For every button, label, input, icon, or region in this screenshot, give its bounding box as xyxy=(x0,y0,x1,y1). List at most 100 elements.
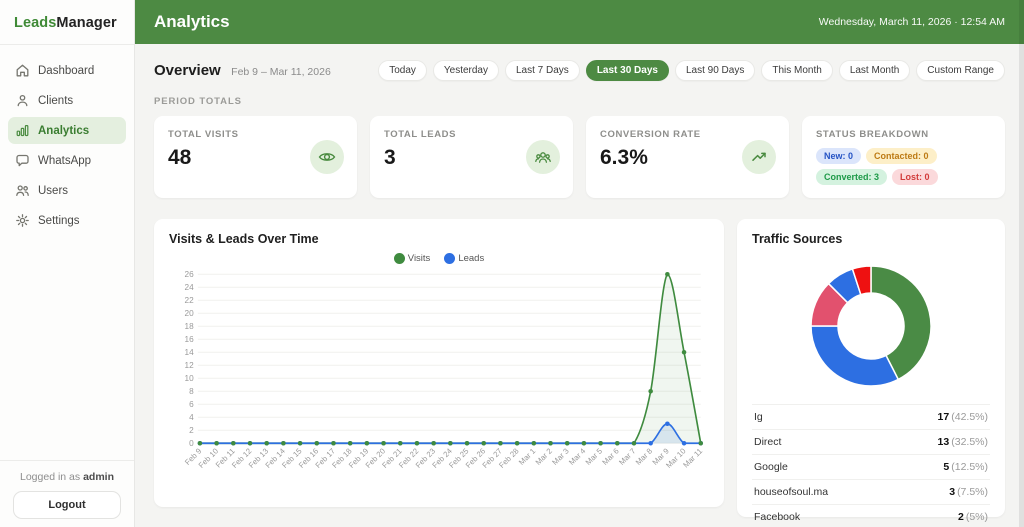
app-logo: LeadsManager xyxy=(0,0,134,44)
total-leads-label: TOTAL LEADS xyxy=(384,129,457,140)
trending-up-icon xyxy=(742,140,776,174)
traffic-label: houseofsoul.ma xyxy=(754,486,829,498)
traffic-row-houseofsoul: houseofsoul.ma 3 (7.5%) xyxy=(752,479,990,504)
svg-text:Mar 6: Mar 6 xyxy=(600,447,620,467)
filter-last-90-days[interactable]: Last 90 Days xyxy=(674,60,756,81)
sidebar-item-label: Users xyxy=(38,184,69,197)
svg-text:8: 8 xyxy=(189,387,194,396)
conversion-rate-value: 6.3% xyxy=(600,146,648,169)
line-chart-legend: Visits Leads xyxy=(169,253,709,264)
filter-custom-range[interactable]: Custom Range xyxy=(916,60,1005,81)
svg-text:20: 20 xyxy=(185,309,195,318)
svg-text:4: 4 xyxy=(189,413,194,422)
sidebar-footer-divider xyxy=(0,460,134,461)
overview-heading: Overview Feb 9 – Mar 11, 2026 xyxy=(154,62,331,80)
donut-chart-title: Traffic Sources xyxy=(752,232,843,246)
sidebar-item-label: Clients xyxy=(38,94,74,107)
page-title: Analytics xyxy=(154,12,230,31)
status-pills: New: 0 Contacted: 0 Converted: 3 Lost: 0 xyxy=(816,148,991,185)
svg-text:26: 26 xyxy=(185,270,195,279)
svg-text:Mar 2: Mar 2 xyxy=(534,447,554,467)
traffic-label: Google xyxy=(754,461,788,473)
traffic-count: 5 xyxy=(943,461,950,473)
traffic-percent: (5%) xyxy=(965,511,988,523)
traffic-row-direct: Direct 13 (32.5%) xyxy=(752,429,990,454)
chat-bubble-icon xyxy=(16,154,29,167)
home-icon xyxy=(16,64,29,77)
top-header: Analytics Wednesday, March 11, 2026 · 12… xyxy=(135,0,1024,44)
visits-legend-dot xyxy=(393,253,405,264)
svg-text:6: 6 xyxy=(189,400,194,409)
brand-manager: Manager xyxy=(56,15,117,31)
logged-in-prefix: Logged in as xyxy=(20,471,81,483)
traffic-sources-list: Ig 17 (42.5%) Direct 13 (32.5%) Google 5 (1… xyxy=(752,404,990,527)
logged-in-user: admin xyxy=(83,471,114,483)
sidebar-item-whatsapp[interactable]: WhatsApp xyxy=(8,147,126,174)
traffic-count: 17 xyxy=(937,411,950,423)
overview-title: Overview xyxy=(154,61,221,79)
svg-text:16: 16 xyxy=(185,335,195,344)
status-breakdown-label: STATUS BREAKDOWN xyxy=(816,129,929,140)
total-visits-label: TOTAL VISITS xyxy=(168,129,239,140)
svg-text:Mar 5: Mar 5 xyxy=(584,447,604,467)
leads-legend-dot xyxy=(444,253,456,264)
line-chart-title: Visits & Leads Over Time xyxy=(169,232,319,246)
filter-today[interactable]: Today xyxy=(378,60,427,81)
filter-last-7-days[interactable]: Last 7 Days xyxy=(505,60,580,81)
legend-item-leads[interactable]: Leads xyxy=(444,253,484,264)
svg-text:18: 18 xyxy=(185,322,195,331)
vertical-scrollbar[interactable] xyxy=(1019,0,1024,527)
legend-label-visits: Visits xyxy=(407,253,431,264)
total-leads-card: TOTAL LEADS 3 xyxy=(370,116,573,198)
sidebar-item-clients[interactable]: Clients xyxy=(8,87,126,114)
sidebar-nav: Dashboard Clients Analytics WhatsApp Use… xyxy=(0,54,134,237)
filter-last-month[interactable]: Last Month xyxy=(838,60,911,81)
traffic-sources-donut-chart xyxy=(810,265,932,387)
main-area: Analytics Wednesday, March 11, 2026 · 12… xyxy=(135,0,1024,527)
sidebar-item-label: Dashboard xyxy=(38,64,95,77)
users-icon xyxy=(16,185,29,196)
sidebar-item-analytics[interactable]: Analytics xyxy=(8,117,126,144)
svg-text:Mar 11: Mar 11 xyxy=(681,447,704,470)
logged-in-status: Logged in as admin xyxy=(0,461,134,483)
traffic-count: 2 xyxy=(957,511,964,523)
traffic-row-facebook: Facebook 2 (5%) xyxy=(752,504,990,527)
sidebar-item-users[interactable]: Users xyxy=(8,177,126,204)
stat-cards-row: TOTAL VISITS 48 TOTAL LEADS 3 CONVERSION… xyxy=(154,116,1005,198)
legend-item-visits[interactable]: Visits xyxy=(393,253,431,264)
sidebar-item-settings[interactable]: Settings xyxy=(8,207,126,234)
svg-text:0: 0 xyxy=(189,439,194,448)
brand-leads: Leads xyxy=(14,15,57,31)
leads-group-icon xyxy=(526,140,560,174)
content-area: Overview Feb 9 – Mar 11, 2026 Today Yest… xyxy=(135,44,1024,527)
traffic-label: Ig xyxy=(754,411,763,423)
svg-text:Mar 4: Mar 4 xyxy=(567,446,588,467)
conversion-rate-card: CONVERSION RATE 6.3% xyxy=(586,116,789,198)
person-icon xyxy=(17,94,28,107)
filter-this-month[interactable]: This Month xyxy=(761,60,833,81)
svg-text:Mar 1: Mar 1 xyxy=(517,447,537,467)
svg-text:Mar 7: Mar 7 xyxy=(617,447,637,467)
svg-text:14: 14 xyxy=(185,348,195,357)
legend-label-leads: Leads xyxy=(458,253,485,264)
traffic-row-ig: Ig 17 (42.5%) xyxy=(752,404,990,429)
traffic-percent: (32.5%) xyxy=(951,436,988,448)
status-breakdown-card: STATUS BREAKDOWN New: 0 Contacted: 0 Con… xyxy=(802,116,1005,198)
eye-icon xyxy=(310,140,344,174)
sidebar-item-dashboard[interactable]: Dashboard xyxy=(8,57,126,84)
filter-last-30-days[interactable]: Last 30 Days xyxy=(585,60,669,81)
conversion-rate-label: CONVERSION RATE xyxy=(600,129,701,140)
total-leads-value: 3 xyxy=(384,146,396,169)
traffic-count: 13 xyxy=(937,436,950,448)
logout-button[interactable]: Logout xyxy=(13,491,121,519)
date-range-filters: Today Yesterday Last 7 Days Last 30 Days… xyxy=(378,60,1005,81)
svg-text:24: 24 xyxy=(185,283,195,292)
traffic-label: Facebook xyxy=(754,511,801,523)
gear-icon xyxy=(16,214,29,227)
overview-date-range: Feb 9 – Mar 11, 2026 xyxy=(231,65,331,78)
sidebar-item-label: WhatsApp xyxy=(38,154,92,167)
filter-yesterday[interactable]: Yesterday xyxy=(432,60,499,81)
traffic-row-google: Google 5 (12.5%) xyxy=(752,454,990,479)
traffic-percent: (42.5%) xyxy=(951,411,988,423)
